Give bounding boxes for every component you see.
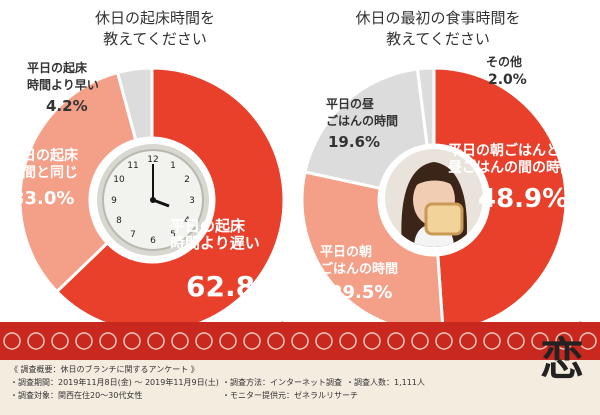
band-pattern-mark bbox=[315, 332, 333, 350]
svg-text:12: 12 bbox=[147, 155, 158, 165]
label-line: 時間と同じ bbox=[8, 165, 78, 181]
band-pattern-mark bbox=[219, 332, 237, 350]
decorative-band bbox=[0, 322, 600, 360]
chart-1-slice-3-value: 4.2% bbox=[46, 97, 88, 115]
footer-provider: ・モニター提供元：ゼネラルリサーチ bbox=[222, 391, 358, 400]
chart-2-slice-1-label: 平日の朝ごはんと 昼ごはんの間の時間 bbox=[448, 143, 574, 177]
chart-1-title-line2: 教えてください bbox=[103, 30, 207, 48]
label-line: 平日の起床 bbox=[27, 61, 88, 75]
band-pattern-mark bbox=[99, 332, 117, 350]
label-line: 時間より遅い bbox=[170, 234, 260, 252]
band-pattern-mark bbox=[459, 332, 477, 350]
band-pattern-mark bbox=[531, 332, 549, 350]
band-pattern-mark bbox=[339, 332, 357, 350]
brand-logo: 恋 bbox=[540, 334, 584, 385]
band-pattern-mark bbox=[75, 332, 93, 350]
chart-1-title: 休日の起床時間を 教えてください bbox=[70, 8, 240, 50]
chart-2-slice-4-label: その他 bbox=[486, 55, 523, 69]
band-pattern-mark bbox=[267, 332, 285, 350]
chart-2-slice-3-value: 19.6% bbox=[328, 133, 381, 151]
footer-target: ・調査対象：関西在住20～30代女性 bbox=[10, 391, 143, 400]
chart-2-title: 休日の最初の食事時間を 教えてください bbox=[328, 8, 548, 50]
woman-eating-image bbox=[385, 149, 483, 247]
chart-2-title-line1: 休日の最初の食事時間を bbox=[355, 9, 521, 27]
band-pattern-mark bbox=[387, 332, 405, 350]
svg-text:6: 6 bbox=[150, 236, 156, 246]
band-pattern-mark bbox=[435, 332, 453, 350]
band-pattern-mark bbox=[123, 332, 141, 350]
band-pattern-mark bbox=[51, 332, 69, 350]
label-line: 平日の起床 bbox=[8, 148, 78, 164]
svg-text:9: 9 bbox=[111, 196, 117, 206]
chart-2-title-line2: 教えてください bbox=[386, 30, 490, 48]
band-pattern-mark bbox=[507, 332, 525, 350]
chart-1-slice-1-label: 平日の起床 時間より遅い bbox=[170, 218, 260, 252]
svg-text:4: 4 bbox=[184, 216, 190, 226]
footer-count: ・調査人数：1,111人 bbox=[346, 378, 425, 387]
svg-text:5: 5 bbox=[170, 230, 176, 240]
svg-text:8: 8 bbox=[116, 216, 122, 226]
band-pattern-mark bbox=[411, 332, 429, 350]
footer-period: ・調査期間：2019年11月8日(金) ～ 2019年11月9日(土) bbox=[10, 378, 219, 387]
band-pattern-mark bbox=[195, 332, 213, 350]
label-line: 平日の朝 bbox=[320, 245, 373, 260]
band-pattern-mark bbox=[579, 332, 597, 350]
label-line: ごはんの時間 bbox=[320, 262, 399, 277]
chart-2-slice-3 bbox=[303, 67, 429, 191]
chart-1-pie bbox=[18, 66, 286, 334]
chart-1-slice-3-label: 平日の起床 時間より早い bbox=[27, 60, 99, 94]
chart-2-slice-1-value: 48.9% bbox=[478, 184, 569, 214]
svg-text:1: 1 bbox=[170, 161, 176, 171]
chart-1-slice-2-label: 平日の起床 時間と同じ bbox=[8, 148, 78, 182]
survey-footer: 《 調査概要：休日のブランチに関するアンケート 》 ・調査期間：2019年11月… bbox=[0, 360, 600, 415]
label-line: 時間より早い bbox=[27, 78, 99, 92]
label-line: ごはんの時間 bbox=[326, 114, 399, 128]
band-pattern-mark bbox=[243, 332, 261, 350]
band-pattern-mark bbox=[483, 332, 501, 350]
chart-1-title-line1: 休日の起床時間を bbox=[94, 9, 215, 27]
band-background bbox=[0, 322, 600, 360]
chart-1-slice-3 bbox=[115, 66, 154, 142]
chart-2-pie bbox=[300, 66, 568, 334]
svg-text:2: 2 bbox=[184, 175, 190, 185]
svg-text:11: 11 bbox=[127, 161, 138, 171]
band-pattern-mark bbox=[147, 332, 165, 350]
band-pattern-mark bbox=[171, 332, 189, 350]
svg-text:10: 10 bbox=[113, 175, 125, 185]
band-pattern-mark bbox=[291, 332, 309, 350]
chart-1-slice-2 bbox=[18, 70, 138, 294]
band-pattern-mark bbox=[363, 332, 381, 350]
band-pattern-mark bbox=[555, 332, 573, 350]
footer-heading: 《 調査概要：休日のブランチに関するアンケート 》 bbox=[10, 365, 199, 374]
chart-2-slice-1 bbox=[432, 66, 568, 334]
band-pattern-mark bbox=[27, 332, 45, 350]
chart-2-slice-2 bbox=[300, 170, 445, 334]
label-line: 平日の起床 bbox=[170, 217, 246, 235]
chart-1-slice-1-value: 62.8% bbox=[186, 270, 284, 303]
label-line: 平日の朝ごはんと bbox=[448, 143, 560, 159]
chart-2-slice-4 bbox=[415, 66, 436, 148]
svg-text:7: 7 bbox=[130, 230, 136, 240]
band-pattern-mark bbox=[3, 332, 21, 350]
svg-text:3: 3 bbox=[189, 196, 195, 206]
chart-2-slice-2-value: 29.5% bbox=[330, 282, 393, 303]
chart-1-slice-2-value: 33.0% bbox=[12, 188, 75, 209]
label-line: 昼ごはんの間の時間 bbox=[448, 160, 574, 176]
chart-2-slice-3-label: 平日の昼 ごはんの時間 bbox=[326, 96, 398, 130]
footer-method: ・調査方法：インターネット調査 bbox=[222, 378, 342, 387]
label-line: 平日の昼 bbox=[326, 97, 375, 111]
chart-2-slice-2-label: 平日の朝 ごはんの時間 bbox=[320, 244, 398, 278]
chart-2-slice-4-value: 2.0% bbox=[488, 72, 527, 88]
